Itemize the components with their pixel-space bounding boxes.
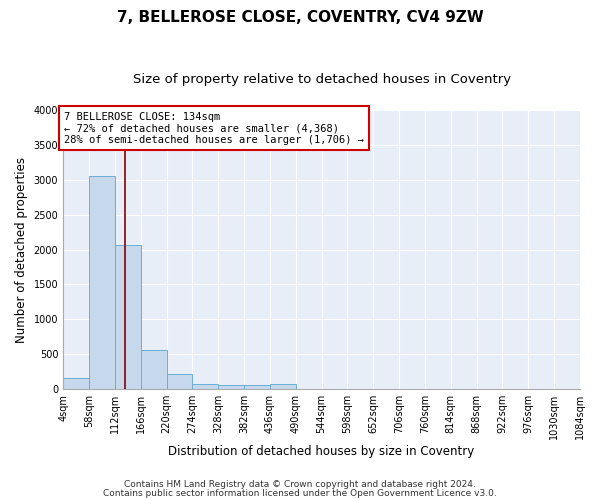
Bar [270,384,296,389]
Title: Size of property relative to detached houses in Coventry: Size of property relative to detached ho… [133,72,511,86]
Bar [140,350,167,389]
Text: 7, BELLEROSE CLOSE, COVENTRY, CV4 9ZW: 7, BELLEROSE CLOSE, COVENTRY, CV4 9ZW [116,10,484,25]
Bar [167,374,193,389]
Bar [63,378,89,389]
Text: Contains HM Land Registry data © Crown copyright and database right 2024.: Contains HM Land Registry data © Crown c… [124,480,476,489]
Bar [244,385,270,389]
Bar [115,246,140,389]
Text: 7 BELLEROSE CLOSE: 134sqm
← 72% of detached houses are smaller (4,368)
28% of se: 7 BELLEROSE CLOSE: 134sqm ← 72% of detac… [64,112,364,145]
Y-axis label: Number of detached properties: Number of detached properties [15,156,28,342]
Bar [218,385,244,389]
Text: Contains public sector information licensed under the Open Government Licence v3: Contains public sector information licen… [103,490,497,498]
Bar [89,176,115,389]
Bar [193,384,218,389]
X-axis label: Distribution of detached houses by size in Coventry: Distribution of detached houses by size … [169,444,475,458]
